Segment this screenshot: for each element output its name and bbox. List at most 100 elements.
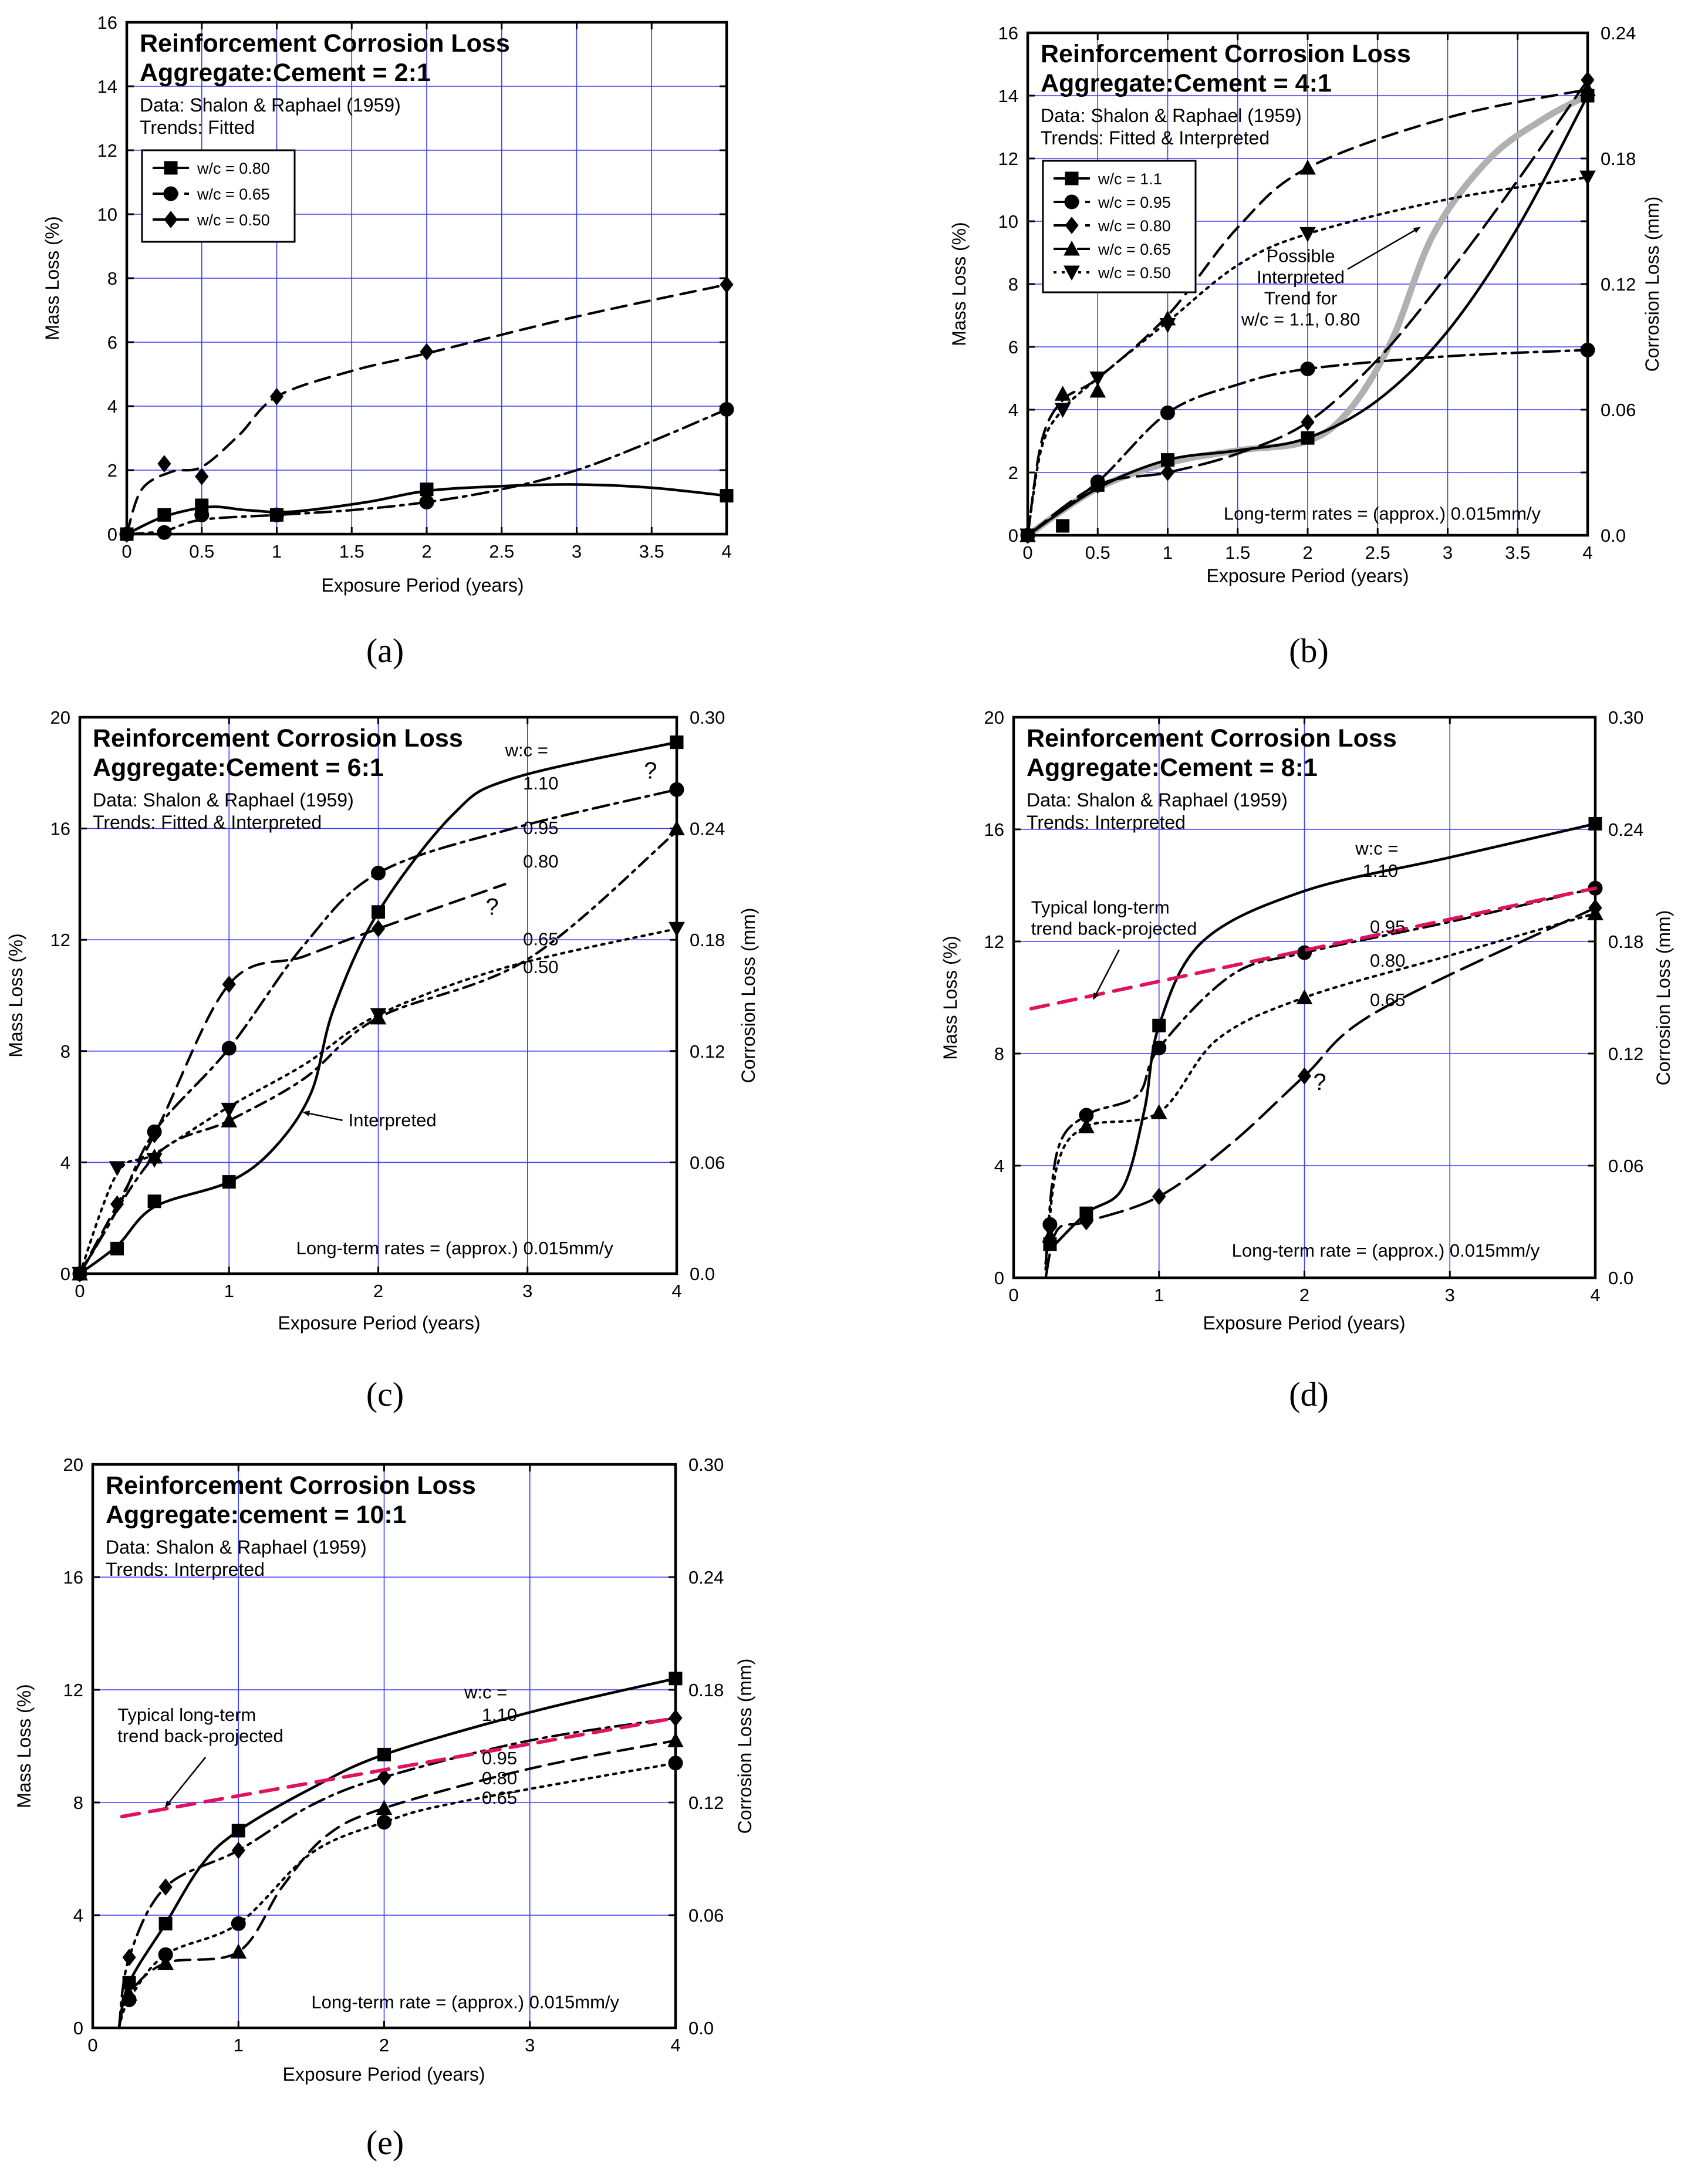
annotation-text: Long-term rates = (approx.) 0.015mm/y [1224,503,1541,524]
subfigure-label: (a) [366,632,404,670]
series-line-3 [1026,88,1589,537]
x-tick-label: 1 [1163,542,1173,563]
y2-tick-label: 0.30 [690,707,725,728]
annotation-text: trend back-projected [117,1726,283,1746]
data-point-triangle-down [370,1008,387,1024]
annotation-text: w:c = [464,1682,507,1702]
annotation-text: Long-term rate = (approx.) 0.015mm/y [311,1991,619,2012]
legend-marker [163,186,178,201]
data-point-circle [194,507,210,522]
data-point-square [669,1672,683,1686]
y-tick-label: 20 [50,707,70,728]
data-point-diamond [420,343,434,361]
data-point-triangle-up [1089,382,1106,398]
data-point-diamond [1091,476,1105,494]
data-source: Data: Shalon & Raphael (1959) [1027,789,1288,811]
data-point-triangle-down [1159,318,1176,333]
series-group [119,276,734,543]
y2-tick-label: 0.12 [1601,274,1636,295]
chart-a: 0 0.5 1 1.5 2 2.5 3 3.5 4 0 2 4 6 8 10 12 14 16 Exposure P… [42,12,734,670]
data-point-diamond [1152,1187,1166,1206]
data-point-diamond [147,1126,161,1143]
y2-tick-label: 0.24 [688,1567,724,1588]
x-tick-label: 0.5 [1085,542,1110,563]
data-point-triangle-down [72,1267,88,1282]
annotation-text: 0.80 [482,1768,517,1788]
y2-tick-label: 0.18 [690,930,725,950]
subfigure-label: (b) [1289,632,1329,670]
y-tick-label: 4 [60,1152,70,1173]
data-point-triangle-up [1078,1118,1095,1133]
annotation-text: 1.10 [523,773,558,794]
data-point-triangle-up [1150,1104,1167,1119]
series-line-2 [125,283,728,536]
annotations: w:c =1.10 0.95 0.80 0.65? Typical long-termt… [1031,838,1540,1261]
y-tick-label: 8 [107,268,117,289]
data-source: Data: Shalon & Raphael (1959) [140,94,401,116]
y-tick-label: 10 [97,204,117,225]
chart-c: 0 1 2 3 40481216200.00.060.120.180.240.30Exp… [5,707,759,1413]
trends-note: Trends: Interpreted [1027,812,1186,833]
x-tick-label: 3.5 [1505,542,1530,563]
chart-title: Reinforcement Corrosion Loss [1027,724,1397,752]
y2-tick-label: 0.06 [1608,1156,1643,1176]
y2-tick-label: 0.24 [690,819,725,839]
legend: w/c = 1.1 w/c = 0.95 w/c = 0.80 w/c = 0.65 w… [1042,160,1197,293]
legend-label: w/c = 1.1 [1098,170,1162,188]
chart-title: Reinforcement Corrosion Loss [106,1471,476,1500]
data-point-square [147,1194,161,1209]
annotation-text: 0.50 [523,957,558,977]
series-line-1 [117,1716,677,2030]
x-tick-label: 1 [234,2035,244,2055]
annotation-text: Interpreted [1257,267,1345,288]
y-tick-label: 12 [984,931,1004,952]
series-group [1029,816,1603,1280]
x-tick-label: 1 [224,1281,234,1301]
x-tick-label: 2.5 [489,541,514,562]
y2-tick-label: 0.18 [688,1680,724,1700]
data-point-circle [221,1041,237,1056]
y-tick-label: 6 [1008,337,1018,357]
chart-d: 0 1 2 3 40481216200.00.060.120.180.240.30Exp… [940,707,1674,1413]
y-tick-label: 14 [97,76,117,97]
annotation-text: w:c = [505,740,548,760]
annotation-text: 0.65 [482,1787,517,1808]
y-tick-label: 16 [63,1567,83,1588]
data-point-circle [1160,405,1175,420]
data-point-diamond [157,455,171,472]
data-point-diamond [122,1949,136,1966]
y2-tick-label: 0.0 [690,1264,715,1284]
annotation-arrow [1093,949,1120,1000]
data-source: Data: Shalon & Raphael (1959) [1041,105,1302,126]
y2-tick-label: 0.06 [690,1152,725,1173]
data-point-circle [719,401,734,417]
y-tick-label: 4 [994,1156,1004,1176]
y-axis-label: Mass Loss (%) [5,933,26,1058]
chart-subtitle: Aggregate:cement = 10:1 [106,1501,407,1529]
series-line-2 [1026,79,1589,537]
y2-tick-label: 0.24 [1608,819,1643,840]
x-tick-label: 1 [272,541,282,562]
y-tick-label: 4 [1008,400,1018,420]
annotation-text: 0.80 [523,851,558,872]
x-tick-label: 3 [1443,542,1453,563]
data-point-diamond [1588,899,1602,917]
series-group [72,735,685,1282]
data-point-triangle-up [1299,160,1316,175]
data-point-circle [269,507,284,522]
x-tick-label: 4 [1590,1285,1600,1305]
x-tick-label: 4 [671,1281,681,1301]
annotation-text: Possible [1266,246,1335,266]
y2-tick-label: 0.12 [1608,1044,1643,1064]
annotation-text: w:c = [1355,838,1398,859]
series-line-1 [125,408,728,536]
series-line-4 [1029,886,1597,1011]
data-point-triangle-down [669,921,685,937]
data-point-diamond [1160,464,1175,481]
data-point-triangle-down [1299,227,1316,242]
y2-tick-label: 0.30 [1608,707,1643,728]
annotation-text: 0.95 [482,1748,517,1768]
subfigure-label: (d) [1289,1375,1329,1413]
data-point-square [720,489,734,503]
x-tick-label: 1.5 [1225,542,1250,563]
